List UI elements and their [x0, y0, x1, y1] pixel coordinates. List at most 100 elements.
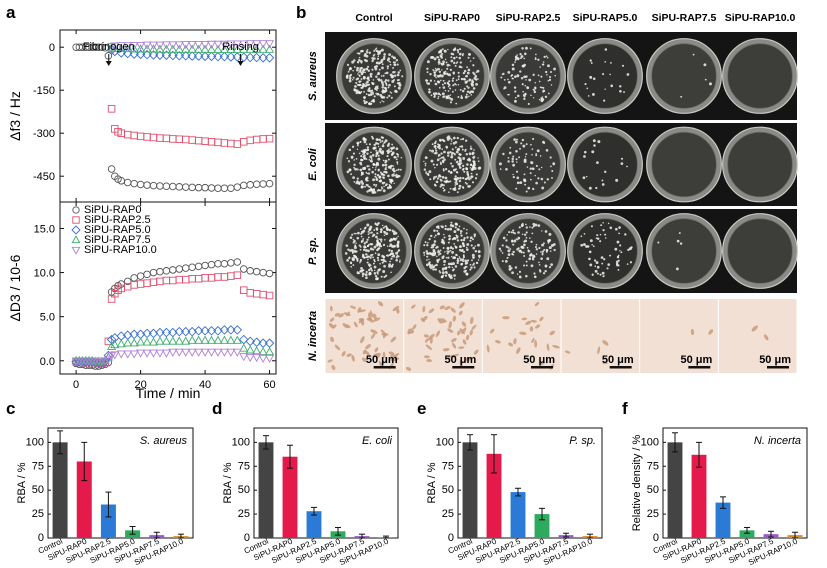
colony	[366, 238, 369, 241]
colony	[379, 93, 383, 97]
micrograph-sipu-rap10-0: 50 μm	[718, 299, 797, 373]
colony	[553, 67, 556, 71]
colony	[389, 63, 392, 66]
colony	[535, 152, 537, 155]
colony	[392, 66, 394, 69]
colony	[507, 160, 510, 163]
colony	[380, 172, 384, 176]
colony	[595, 186, 598, 190]
data-point	[155, 44, 165, 53]
colony	[461, 148, 464, 151]
data-point	[149, 133, 158, 142]
data-point	[129, 44, 139, 53]
colony	[453, 48, 457, 51]
colony	[477, 160, 480, 163]
data-point	[136, 41, 146, 51]
data-point	[187, 51, 197, 61]
data-point	[110, 42, 120, 51]
colony	[459, 61, 462, 64]
colony	[550, 84, 553, 86]
colony	[456, 257, 459, 260]
data-point	[181, 183, 190, 191]
colony	[604, 170, 607, 174]
colony	[468, 178, 471, 181]
colony	[514, 55, 518, 59]
colony	[446, 63, 450, 67]
colony	[372, 262, 375, 265]
colony	[377, 157, 381, 161]
data-point	[220, 139, 229, 147]
colony	[375, 154, 378, 158]
diatom-cell	[451, 337, 457, 343]
colony	[449, 94, 452, 96]
colony	[353, 181, 356, 183]
colony	[519, 57, 522, 60]
colony	[442, 79, 445, 82]
colony	[380, 81, 384, 84]
colony	[593, 144, 596, 147]
colony	[382, 74, 385, 77]
colony	[610, 61, 612, 64]
colony	[454, 146, 457, 149]
colony	[502, 236, 506, 240]
colony	[352, 238, 355, 241]
colony	[377, 268, 381, 272]
diatom-cell	[428, 333, 435, 340]
colony	[540, 251, 542, 253]
colony	[450, 274, 453, 277]
colony	[543, 248, 546, 251]
data-point	[265, 269, 274, 278]
colony	[461, 89, 465, 93]
colony	[588, 257, 591, 261]
colony	[540, 257, 543, 260]
colony	[361, 275, 364, 278]
chart-title: E. coli	[362, 435, 393, 447]
colony	[604, 88, 606, 90]
colony	[375, 75, 378, 79]
colony	[371, 191, 375, 194]
colony	[440, 152, 443, 155]
data-point	[90, 357, 101, 368]
colony	[450, 138, 453, 141]
colony	[451, 165, 454, 168]
colony	[372, 99, 376, 103]
colony	[692, 53, 695, 56]
colony	[398, 81, 401, 85]
colony	[358, 71, 360, 73]
data-point	[200, 335, 210, 344]
column-header-control: Control	[355, 12, 392, 24]
colony	[381, 136, 385, 139]
colony	[454, 245, 456, 247]
petri-dish-agar	[651, 131, 717, 198]
diatom-cell	[597, 346, 601, 355]
colony	[606, 267, 609, 270]
plot-frame-bottom	[59, 201, 277, 375]
colony	[515, 140, 518, 144]
colony	[471, 181, 475, 184]
petri-dish-s-aureus-control	[336, 38, 412, 114]
colony	[458, 245, 462, 249]
colony	[348, 148, 352, 152]
colony	[388, 83, 391, 87]
colony	[614, 247, 618, 251]
colony	[553, 248, 556, 252]
colony	[438, 138, 442, 142]
micrograph-background	[482, 299, 561, 373]
colony	[467, 86, 470, 89]
colony	[523, 240, 526, 243]
data-point	[213, 40, 223, 49]
data-point	[107, 105, 116, 113]
colony	[381, 163, 385, 167]
data-point	[227, 272, 235, 280]
data-point	[258, 347, 268, 356]
colony	[380, 75, 383, 77]
colony	[546, 73, 548, 76]
colony	[376, 237, 379, 240]
colony	[350, 155, 354, 159]
data-point	[175, 265, 184, 273]
colony	[591, 243, 593, 246]
colony	[377, 78, 381, 81]
diatom-cell	[444, 305, 451, 310]
data-point	[162, 276, 171, 285]
colony	[437, 92, 441, 96]
